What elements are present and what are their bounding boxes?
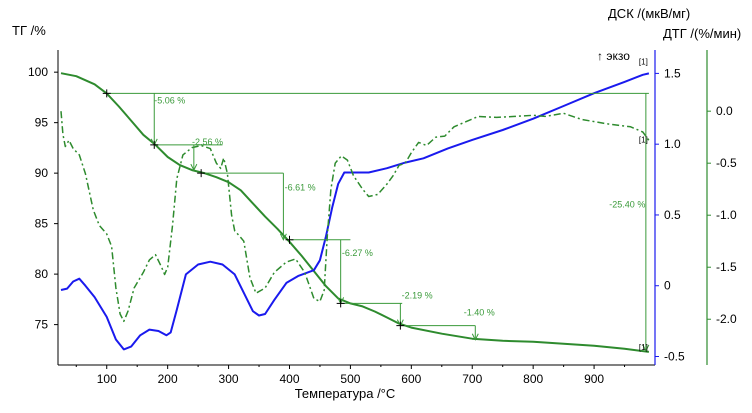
step-label: -6.27 % <box>342 248 373 258</box>
dtg-tick-label: -2.0 <box>716 312 737 326</box>
step-label: -2.56 % <box>192 137 223 147</box>
tg-tick-label: 85 <box>35 217 49 231</box>
series-line-dsc <box>60 72 650 351</box>
step-label: -25.40 % <box>609 199 645 209</box>
curve-end-marker: [1] <box>639 343 648 352</box>
dsc-tick-label: 1.0 <box>664 137 681 151</box>
curve-end-marker: [1] <box>639 58 648 67</box>
series-line-dtg <box>60 111 650 323</box>
dsc-tick-label: 0 <box>664 279 671 293</box>
x-tick-label: 200 <box>158 372 178 386</box>
x-tick-label: 300 <box>219 372 239 386</box>
dtg-tick-label: 0.0 <box>716 104 733 118</box>
x-tick-label: 800 <box>523 372 543 386</box>
step-arrow <box>642 344 650 352</box>
step-annotations: -5.06 % -2.56 % -6.61 % -6.27 % -2.19 % -1.40… <box>102 58 650 352</box>
tg-axis-label: ТГ /% <box>12 23 46 38</box>
x-tick-label: 100 <box>97 372 117 386</box>
exo-label: ↑ экзо <box>597 49 630 63</box>
tg-tick-label: 95 <box>35 116 49 130</box>
curve-end-marker: [1] <box>639 135 648 144</box>
tg-tick-label: 75 <box>35 318 49 332</box>
dsc-tick-label: 1.5 <box>664 66 681 80</box>
dsc-tick-label: -0.5 <box>664 350 685 364</box>
dtg-tick-label: -1.5 <box>716 260 737 274</box>
series-line-tg <box>60 72 650 353</box>
x-tick-label: 600 <box>401 372 421 386</box>
step-label: -2.19 % <box>402 290 433 300</box>
step-label: -6.61 % <box>285 182 316 192</box>
x-tick-label: 400 <box>279 372 299 386</box>
dsc-tick-label: 0.5 <box>664 208 681 222</box>
dtg-axis-label: ДТГ /(%/мин) <box>663 26 741 41</box>
x-tick-label: 500 <box>340 372 360 386</box>
x-tick-label: 700 <box>462 372 482 386</box>
dsc-axis-label: ДСК /(мкВ/мг) <box>608 6 690 21</box>
tg-tick-label: 90 <box>35 166 49 180</box>
x-tick-label: 900 <box>584 372 604 386</box>
step-arrow <box>279 233 287 241</box>
dtg-tick-label: -0.5 <box>716 156 737 170</box>
step-label: -5.06 % <box>154 95 185 105</box>
series-layer <box>60 72 650 353</box>
x-axis-label: Температура /°C <box>295 386 396 401</box>
tg-tick-label: 100 <box>28 65 48 79</box>
step-label: -1.40 % <box>464 308 495 318</box>
step-arrow <box>190 163 198 172</box>
dtg-tick-label: -1.0 <box>716 208 737 222</box>
step-arrow <box>471 333 479 341</box>
axes: 100 200 300 400 500 600 700 800 900 100 95 90 85 80 75… <box>28 50 737 386</box>
tg-tick-label: 80 <box>35 267 49 281</box>
